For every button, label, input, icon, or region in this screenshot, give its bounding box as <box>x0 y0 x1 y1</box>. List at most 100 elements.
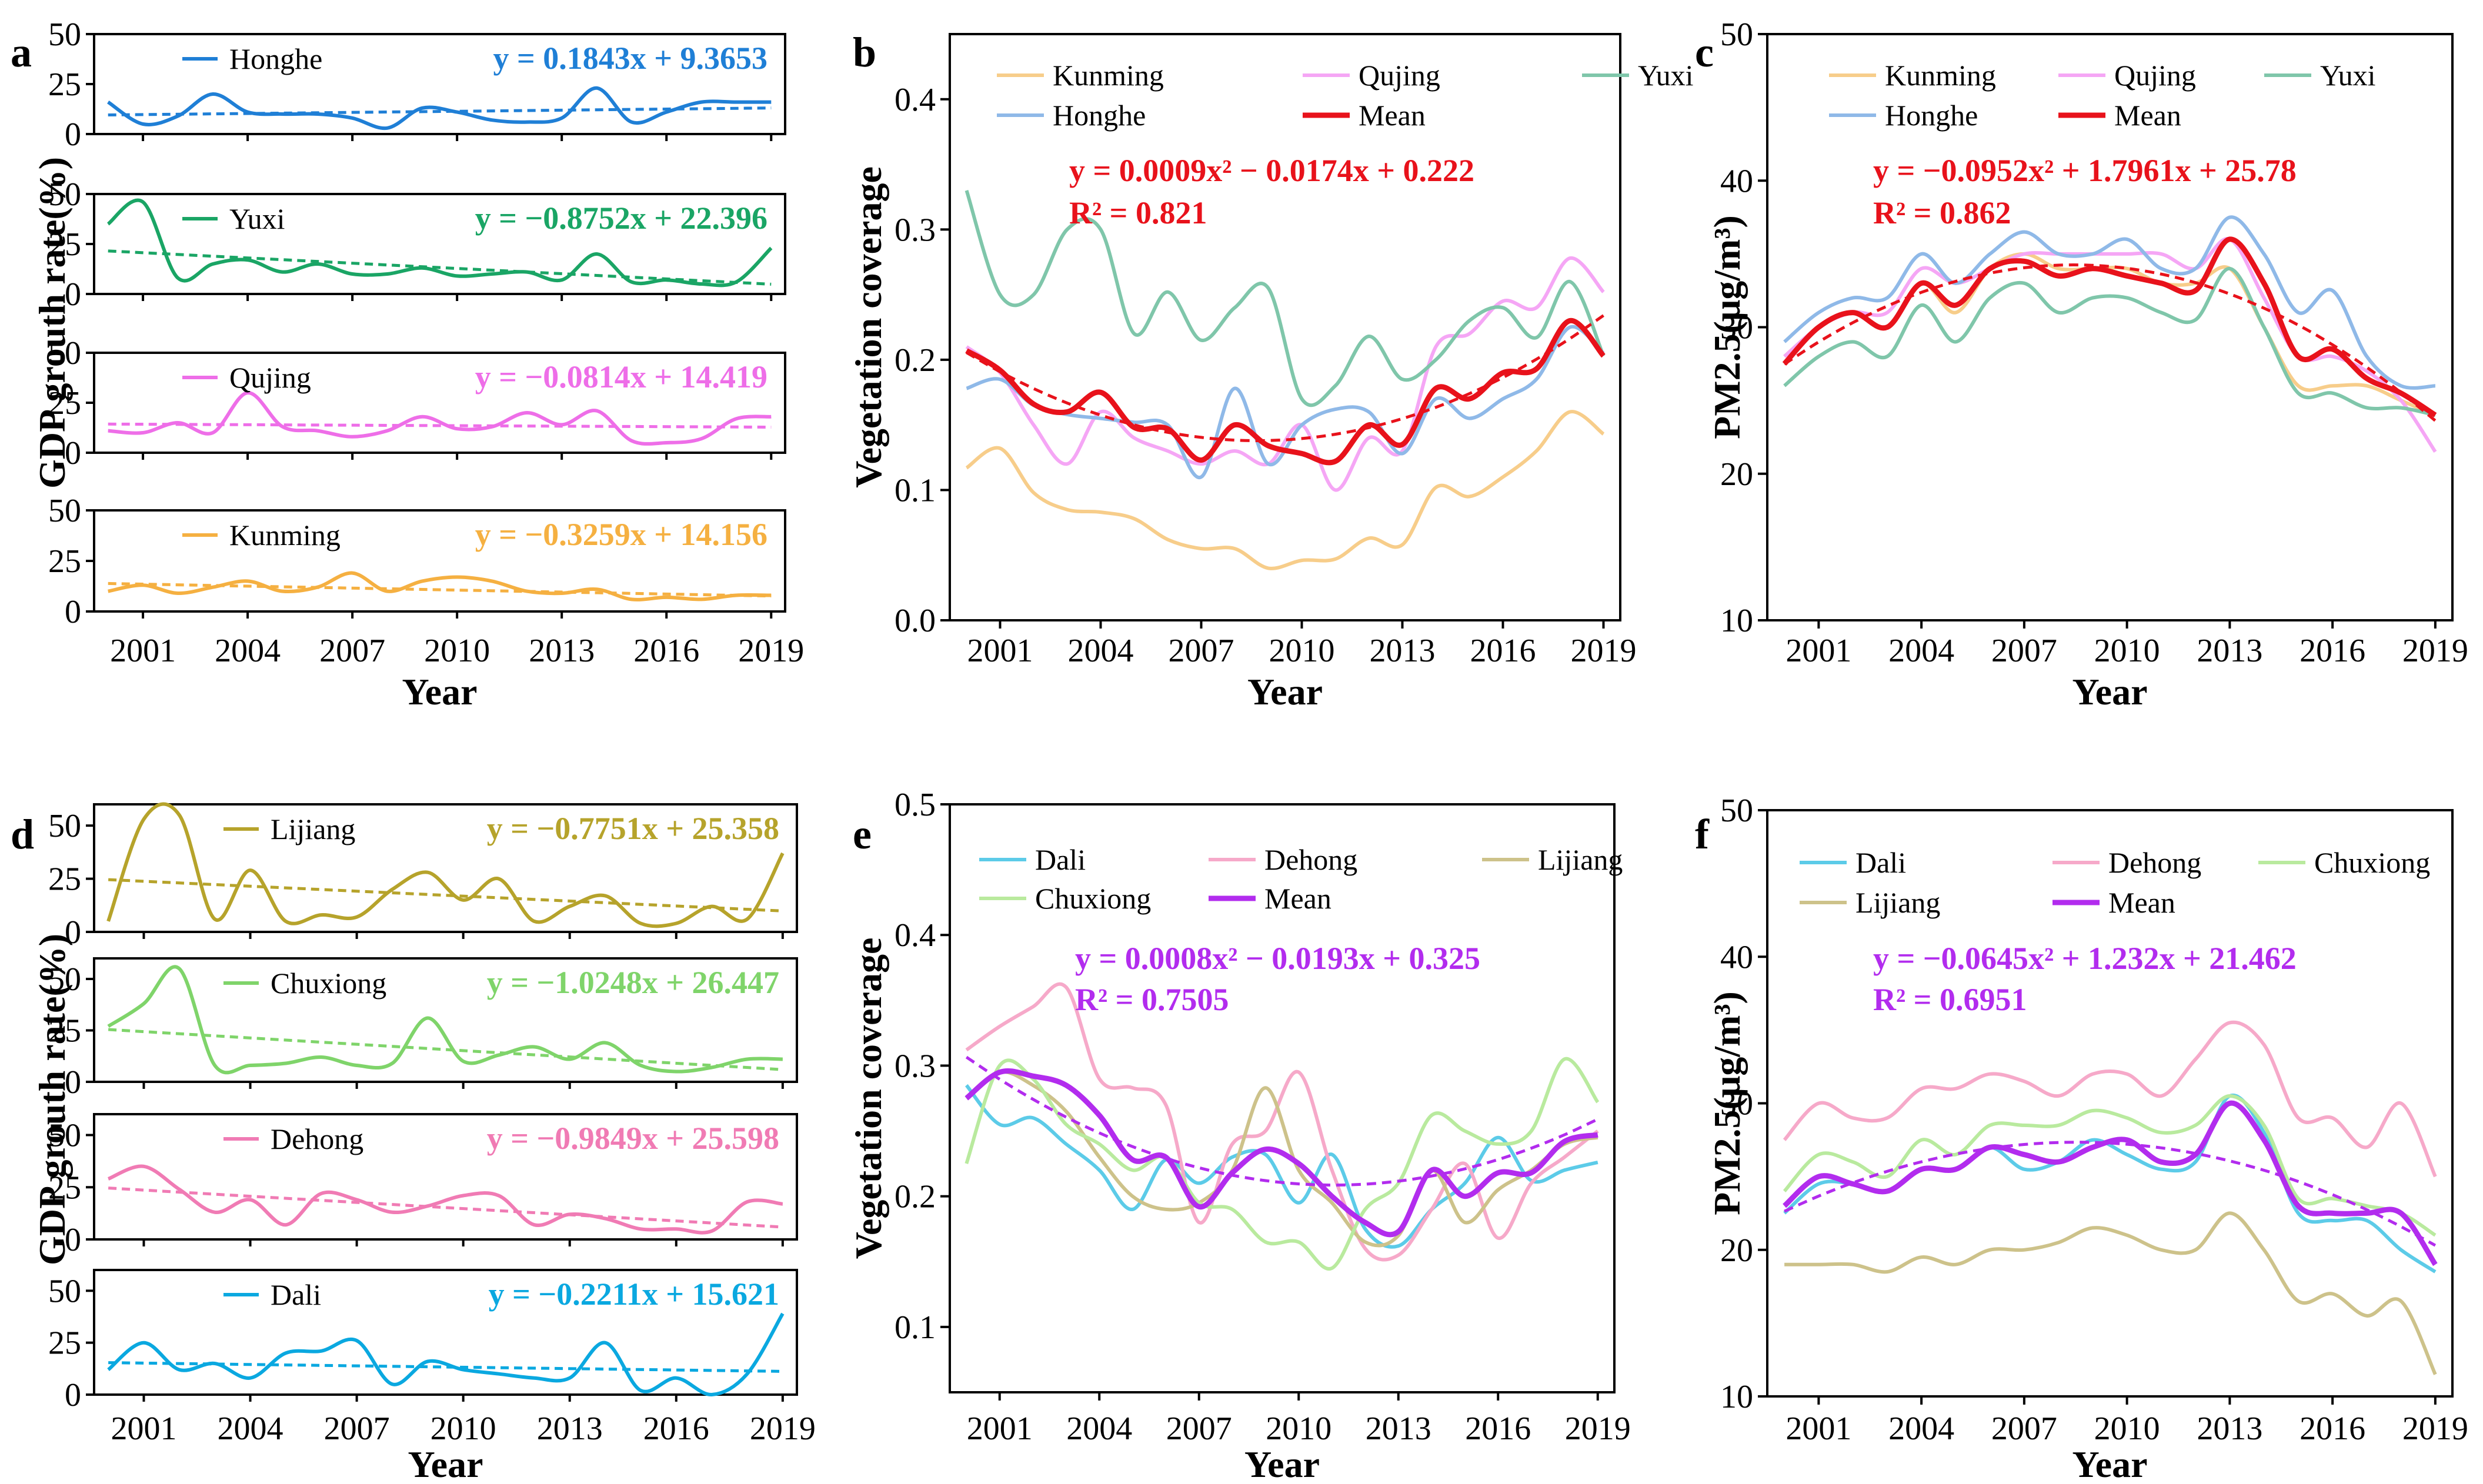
y-tick-label: 50 <box>48 493 81 529</box>
trend-equation: y = 0.1843x + 9.3653 <box>493 41 767 76</box>
legend-label-honghe: Honghe <box>1885 99 1978 132</box>
subplot-chuxiong: 0 25 50 Chuxiong y = −1.0248x + 26.447 <box>48 957 798 1101</box>
x-tick-label: 2001 <box>111 1411 176 1447</box>
legend-label-honghe: Honghe <box>1053 99 1146 132</box>
y-tick-label: 0 <box>65 276 81 313</box>
series-line-mean <box>1783 1100 2438 1266</box>
y-tick-label: 25 <box>48 543 81 580</box>
y-tick-label: 0 <box>65 1222 81 1258</box>
legend-label: Kunming <box>229 519 341 552</box>
y-tick-label: 0.2 <box>895 342 936 379</box>
subplot-kunming: 0 25 50 Kunming y = −0.3259x + 14.156 <box>48 493 786 630</box>
y-tick-label: 30 <box>1720 1086 1753 1122</box>
y-tick-label: 0 <box>65 116 81 153</box>
y-tick-label: 0 <box>65 594 81 630</box>
x-axis-title: Year <box>408 1443 483 1484</box>
series-line-yuxi <box>965 189 1606 407</box>
legend-label-mean: Mean <box>1359 99 1426 132</box>
y-axis-title: GDP grouth rate(%) <box>31 934 73 1265</box>
panel-f: f 10 20 30 40 50 2001 2004 2007 2010 2013 2016 2019 Y… <box>1695 793 2468 1484</box>
y-tick-label: 20 <box>1720 1232 1753 1269</box>
x-tick-label: 2001 <box>110 633 176 669</box>
x-tick-label: 2019 <box>738 633 804 669</box>
y-tick-label: 25 <box>48 1325 81 1362</box>
x-tick-label: 2004 <box>218 1411 283 1447</box>
x-tick-label: 2004 <box>1888 633 1954 669</box>
series-line-yuxi <box>1783 266 2436 417</box>
series-line-honghe <box>107 86 772 131</box>
y-axis-title: PM2.5(μg/m³) <box>1706 215 1748 439</box>
subplot-qujing: 0 25 50 Qujing y = −0.0814x + 14.419 <box>48 335 786 472</box>
trend-r2: R² = 0.821 <box>1069 195 1207 230</box>
series-line-chuxiong <box>1783 1094 2437 1237</box>
y-tick-label: 50 <box>48 16 81 53</box>
panel-letter-a: a <box>11 29 32 76</box>
trend-equation: y = −0.3259x + 14.156 <box>475 517 767 552</box>
panel-letter-f: f <box>1695 811 1710 858</box>
y-tick-label: 50 <box>1720 793 1753 829</box>
trend-equation: y = −0.2211x + 15.621 <box>489 1276 779 1312</box>
y-tick-label: 25 <box>48 385 81 422</box>
panel-d: d 0 25 50 Lijiang y = −0.7751x + 25.358 0 25 50 C… <box>11 802 816 1484</box>
x-tick-label: 2007 <box>1166 1411 1232 1447</box>
series-line-yuxi <box>106 198 773 288</box>
y-tick-label: 0.4 <box>895 917 936 954</box>
trend-line-chuxiong <box>108 1028 783 1071</box>
legend-label: Lijiang <box>271 813 355 845</box>
y-tick-label: 0.1 <box>895 1309 936 1346</box>
series-line-chuxiong <box>965 1057 1600 1271</box>
legend-label: Chuxiong <box>271 967 386 1000</box>
x-tick-label: 2013 <box>529 633 595 669</box>
trend-equation: y = 0.0009x² − 0.0174x + 0.222 <box>1069 153 1474 188</box>
x-tick-label: 2016 <box>1465 1411 1531 1447</box>
trend-r2: R² = 0.862 <box>1873 195 2011 230</box>
x-tick-label: 2007 <box>1169 633 1234 669</box>
x-tick-label: 2010 <box>2094 1411 2160 1447</box>
panel-e: e 0.1 0.2 0.3 0.4 0.5 2001 2004 2007 2010 2013 2016… <box>847 787 1631 1484</box>
x-tick-label: 2013 <box>537 1411 603 1447</box>
series-line-dehong <box>1783 1020 2437 1178</box>
subplot-lijiang: 0 25 50 Lijiang y = −0.7751x + 25.358 <box>48 802 798 951</box>
y-axis-title: Vegetation coverage <box>847 938 889 1259</box>
y-tick-label: 0.3 <box>895 212 936 248</box>
trend-equation: y = −0.8752x + 22.396 <box>475 200 767 236</box>
y-axis-title: PM2.5(μg/m³) <box>1706 991 1748 1215</box>
y-tick-label: 25 <box>48 861 81 898</box>
subplot-frame <box>93 1113 798 1241</box>
y-tick-label: 0 <box>65 1064 81 1101</box>
x-tick-label: 2019 <box>1565 1411 1631 1447</box>
trend-equation: y = −1.0248x + 26.447 <box>487 965 779 1000</box>
x-tick-label: 2004 <box>1068 633 1134 669</box>
x-tick-label: 2004 <box>215 633 281 669</box>
trend-line-yuxi <box>108 249 772 286</box>
x-tick-label: 2010 <box>430 1411 496 1447</box>
series-line-qujing <box>108 391 772 446</box>
x-tick-label: 2007 <box>319 633 385 669</box>
x-tick-label: 2016 <box>2300 633 2365 669</box>
x-tick-label: 2013 <box>1370 633 1436 669</box>
y-tick-label: 0.1 <box>895 472 936 509</box>
trend-line-lijiang <box>108 878 783 913</box>
x-tick-label: 2010 <box>424 633 490 669</box>
trend-r2: R² = 0.7505 <box>1075 982 1229 1017</box>
legend-label-yuxi: Yuxi <box>1638 59 1693 92</box>
panel-letter-e: e <box>853 811 872 858</box>
legend-label-dali: Dali <box>1855 846 1906 879</box>
subplot-dehong: 0 25 50 Dehong y = −0.9849x + 25.598 <box>48 1113 798 1258</box>
legend-label-chuxiong: Chuxiong <box>2314 846 2430 879</box>
trend-line-honghe <box>108 106 772 117</box>
x-tick-label: 2013 <box>2197 633 2262 669</box>
series-line-qujing <box>1783 237 2437 453</box>
x-tick-label: 2001 <box>967 633 1033 669</box>
plot-frame <box>1766 33 2454 621</box>
subplot-frame <box>93 957 798 1083</box>
legend-label: Qujing <box>229 361 311 394</box>
series-line-mean <box>965 1068 1598 1238</box>
y-tick-label: 0.4 <box>895 82 936 118</box>
y-tick-label: 50 <box>48 808 81 844</box>
y-tick-label: 0.2 <box>895 1179 936 1215</box>
y-tick-label: 25 <box>48 226 81 263</box>
y-tick-label: 30 <box>1720 310 1753 346</box>
x-tick-label: 2007 <box>1991 1411 2057 1447</box>
x-tick-label: 2010 <box>1266 1411 1331 1447</box>
